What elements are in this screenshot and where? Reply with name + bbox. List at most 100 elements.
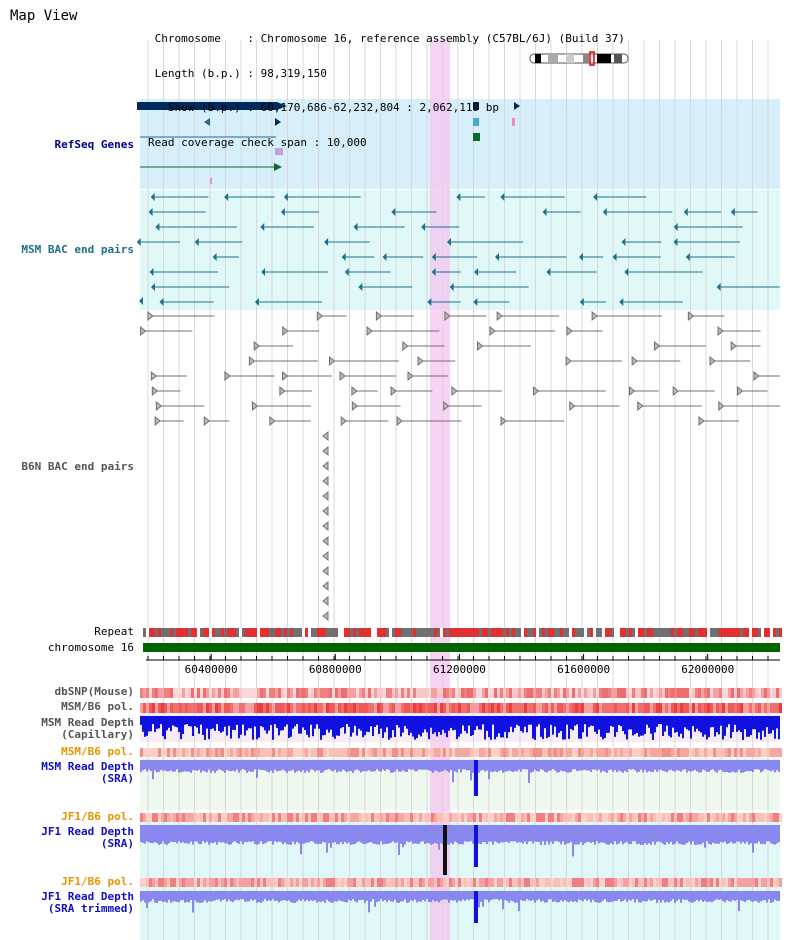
jf1-trim-depth-bar <box>550 891 552 900</box>
jf1-b6-pol-heat-cell <box>218 878 221 887</box>
jf1-trim-depth-bar <box>400 891 402 902</box>
msm-sra-depth-bar <box>166 760 168 772</box>
msm-b6-pol-heat-cell <box>575 703 578 713</box>
msm-b6-pol-heat-cell <box>527 748 530 757</box>
repeat-segment <box>416 628 419 637</box>
msm-sra-depth-bar <box>608 760 610 771</box>
jf1-b6-pol-heat-cell <box>698 878 701 887</box>
msm-capillary-depth-bar <box>610 716 612 726</box>
jf1-b6-pol-heat-cell <box>476 878 479 887</box>
msm-b6-pol-heat-cell <box>461 748 464 757</box>
jf1-trim-depth-bar <box>166 891 168 903</box>
msm-b6-pol-heat-cell <box>683 703 686 713</box>
msm-sra-depth-bar <box>732 760 734 772</box>
repeat-segment <box>746 628 749 637</box>
repeat-segment <box>446 628 449 637</box>
msm-sra-depth-bar <box>232 760 234 771</box>
msm-b6-pol-heat-cell <box>779 748 782 757</box>
msm-b6-pol-heat-cell <box>275 748 278 757</box>
b6n-bac-end <box>417 355 424 367</box>
msm-capillary-depth-bar <box>278 716 280 736</box>
msm-b6-pol-heat-cell <box>437 703 440 713</box>
chromosome-value: Chromosome 16, reference assembly (C57BL… <box>260 32 625 45</box>
jf1-b6-pol-heat-cell <box>233 813 236 822</box>
jf1-b6-pol-heat-cell <box>662 878 665 887</box>
refseq-gene <box>473 133 480 141</box>
jf1-b6-pol-heat-cell <box>179 878 182 887</box>
jf1-b6-pol-heat-cell <box>491 878 494 887</box>
jf1-b6-pol-heat-cell <box>170 813 173 822</box>
msm-capillary-depth-bar <box>598 716 600 730</box>
msm-b6-pol-heat-cell <box>341 748 344 757</box>
dbsnp-heat-cell <box>491 688 494 698</box>
dbsnp-heat-cell <box>425 688 428 698</box>
msm-b6-pol-heat-cell <box>653 748 656 757</box>
msm-capillary-depth-bar <box>200 716 202 725</box>
msm-capillary-depth-bar <box>546 716 548 739</box>
dbsnp-heat-cell <box>272 688 275 698</box>
jf1-sra-depth-bar <box>240 825 242 842</box>
jf1-sra-depth-bar <box>208 825 210 845</box>
dbsnp-heat-cell <box>311 688 314 698</box>
jf1-b6-pol-heat-cell <box>281 878 284 887</box>
jf1-sra-depth-bar <box>182 825 184 843</box>
dbsnp-heat-cell <box>647 688 650 698</box>
msm-capillary-depth-bar <box>270 716 272 726</box>
msm-b6-pol-heat-cell <box>761 703 764 713</box>
msm-b6-pol-heat-cell <box>563 748 566 757</box>
jf1-b6-pol-heat-cell <box>257 813 260 822</box>
jf1-trim-depth-bar <box>356 891 358 903</box>
msm-sra-depth-bar <box>658 760 660 771</box>
repeat-segment <box>500 628 503 637</box>
msm-b6-pol-heat-cell <box>404 703 407 713</box>
msm-bac-end <box>546 268 551 276</box>
msm-b6-pol-heat-cell <box>278 703 281 713</box>
jf1-trim-depth-bar <box>256 891 258 903</box>
dbsnp-heat-cell <box>413 688 416 698</box>
jf1-b6-pol-heat-cell <box>392 878 395 887</box>
jf1-trim-depth-bar <box>456 891 458 903</box>
dbsnp-heat-cell <box>173 688 176 698</box>
jf1-b6-pol-heat-cell <box>161 878 164 887</box>
msm-capillary-depth-bar <box>624 716 626 735</box>
msm-sra-depth-bar <box>668 760 670 771</box>
msm-b6-pol-heat-cell <box>254 703 257 713</box>
jf1-trim-depth-bar <box>540 891 542 902</box>
jf1-trim-depth-bar <box>606 891 608 902</box>
msm-b6-pol-heat-cell <box>749 748 752 757</box>
repeat-segment <box>533 628 536 637</box>
msm-capillary-depth-bar <box>768 716 770 734</box>
dbsnp-heat-cell <box>341 688 344 698</box>
msm-b6-pol-heat-cell <box>293 748 296 757</box>
msm-sra-depth-bar <box>302 760 304 771</box>
msm-b6-pol-heat-cell <box>224 703 227 713</box>
msm-b6-pol-heat-cell <box>626 748 629 757</box>
msm-b6-pol-heat-cell <box>563 703 566 713</box>
msm-b6-pol-heat-cell <box>212 703 215 713</box>
repeat-segment <box>269 628 272 637</box>
jf1-sra-depth-bar <box>500 825 502 843</box>
msm-b6-pol-heat-cell <box>581 748 584 757</box>
jf1-trim-depth-bar <box>554 891 556 902</box>
msm-capillary-depth-bar <box>356 716 358 736</box>
msm-capillary-depth-bar <box>448 716 450 731</box>
msm-b6-pol-heat-cell <box>176 748 179 757</box>
msm-b6-pol-heat-cell <box>506 748 509 757</box>
msm-sra-depth-bar <box>308 760 310 773</box>
jf1-trim-depth-bar <box>658 891 660 900</box>
msm-sra-depth-bar <box>396 760 398 770</box>
track-label-line: (SRA) <box>100 837 134 850</box>
msm-capillary-depth-bar <box>482 716 484 725</box>
jf1-b6-pol-heat-cell <box>149 813 152 822</box>
b6n-bac-end <box>322 430 329 442</box>
jf1-trim-depth-bar <box>684 891 686 901</box>
jf1-trim-depth-bar <box>360 891 362 900</box>
jf1-trim-depth-bar <box>310 891 312 901</box>
jf1-sra-depth-bar <box>604 825 606 844</box>
msm-b6-pol-heat-cell <box>182 748 185 757</box>
repeat-segment <box>404 628 407 637</box>
jf1-sra-depth-bar <box>460 825 462 845</box>
msm-b6-pol-heat-cell <box>278 748 281 757</box>
msm-sra-depth-bar <box>710 760 712 770</box>
